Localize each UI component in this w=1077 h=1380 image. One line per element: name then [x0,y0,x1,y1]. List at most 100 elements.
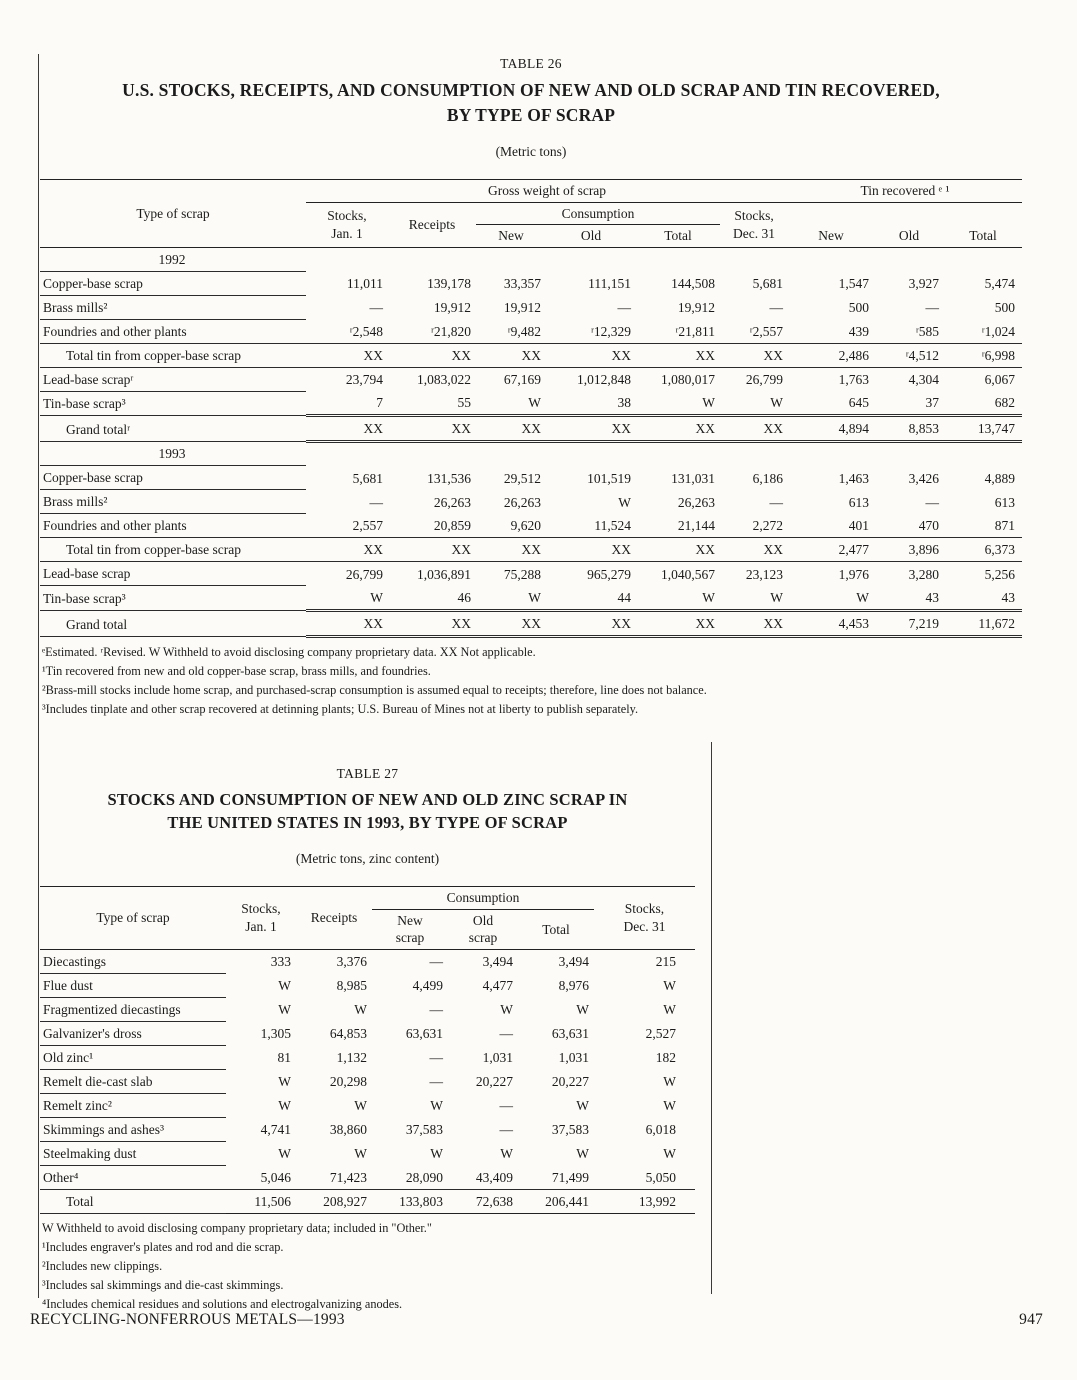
value-cell: 1,040,567 [661,566,715,582]
value-cell: XX [546,610,636,638]
value-cell: W [576,1098,589,1114]
table-row: Galvanizer's dross 1,305 64,853 63,631 — 63,6… [40,1021,695,1046]
value-cell: — [499,1026,514,1042]
value-cell: XX [720,537,789,563]
value-cell: 1,031 [482,1050,513,1066]
value-cell: W [576,1002,589,1018]
page-number: 947 [1019,1311,1043,1328]
value-cell: 3,896 [874,537,945,563]
empty-cell [788,247,874,271]
value-cell: 500 [848,300,870,316]
table-row: Grand totalʳ XX XX XX XX XX XX 4,894 8,853 13,747 [40,415,1023,444]
value-cell: 1,031 [558,1050,589,1066]
col-header-consumption-new: New [476,224,546,248]
value-cell: 11,506 [254,1193,291,1209]
row-label: Brass mills² [40,489,306,515]
value-cell: XX [636,610,720,638]
row-label: Foundries and other plants [40,513,306,539]
value-cell: 11,672 [944,610,1023,638]
year-row: 1993 [40,441,1022,467]
value-cell: 101,519 [587,470,631,486]
row-label: Total tin from copper-base scrap [40,343,306,368]
empty-cell [720,247,788,271]
value-cell: 965,279 [587,566,631,582]
header-row-sub: New scrap Old scrap Total [40,909,695,950]
value-cell: 2,527 [645,1026,676,1042]
value-cell: — [769,300,784,316]
empty-cell [546,442,636,466]
column-divider-rule [711,742,712,1294]
value-cell: 20,227 [475,1074,513,1090]
value-cell: XX [720,610,789,638]
value-cell: 4,894 [788,415,875,444]
value-cell: W [720,391,789,418]
value-cell: W [576,1146,589,1162]
value-cell: 23,123 [745,566,784,582]
value-cell: ʳ2,548 [306,319,388,344]
value-cell: — [429,1074,444,1090]
value-cell: 43 [874,585,945,612]
value-cell: W [306,585,388,612]
value-cell: XX [476,537,546,563]
value-cell: 5,046 [226,1165,296,1190]
empty-cell [476,442,546,466]
footnote: ¹Includes engraver's plates and rod and … [42,1239,284,1254]
value-cell: 26,263 [503,494,541,510]
row-label: Copper-base scrap [40,271,306,296]
col-header-new-scrap: New scrap [372,909,448,950]
footnote: ²Brass-mill stocks include home scrap, a… [42,682,707,697]
value-cell: 8,853 [874,415,945,444]
value-cell: 63,631 [405,1026,443,1042]
value-cell: XX [720,343,789,368]
table26-body: 1992 Copper-base scrap 11,011 139,178 33,357… [40,247,1023,638]
value-cell: W [636,585,720,612]
value-cell: 19,912 [677,300,715,316]
page-left-border [38,54,39,1298]
row-label: Galvanizer's dross [40,1021,226,1046]
value-cell: 3,927 [908,276,940,292]
value-cell: 55 [388,391,476,418]
col-header-tin-new: New [788,224,875,248]
value-cell: 11,524 [546,513,636,539]
table-row: Total tin from copper-base scrap XX XX XX XX… [40,343,1023,368]
row-label: Tin-base scrap³ [40,391,306,417]
value-cell: XX [476,415,546,444]
value-cell: 71,499 [518,1165,594,1190]
row-label: Old zinc¹ [40,1045,226,1070]
table-row: Lead-base scrapʳ 23,794 1,083,022 67,169 1,0… [40,367,1022,392]
table27-section: TABLE 27 STOCKS AND CONSUMPTION OF NEW A… [40,766,695,1314]
value-cell: 8,976 [558,978,589,994]
row-label: Skimmings and ashes³ [40,1117,226,1142]
value-cell: 38,860 [329,1122,367,1138]
value-cell: — [925,300,940,316]
col-header-stocks-jan-1: Stocks, Jan. 1 [226,886,296,950]
value-cell: 1,132 [336,1050,367,1066]
table-row: Old zinc¹ 81 1,132 — 1,031 1,031 182 [40,1045,695,1070]
value-cell: 208,927 [323,1193,367,1209]
value-cell: 1,463 [838,470,870,486]
value-cell: W [663,1074,676,1090]
row-label: Steelmaking dust [40,1141,226,1166]
value-cell: XX [476,610,546,638]
row-label: Tin-base scrap³ [40,585,306,611]
value-cell: 2,477 [788,537,875,563]
value-cell: 131,031 [671,470,715,486]
value-cell: 401 [788,513,875,539]
col-header-receipts: Receipts [296,886,372,950]
value-cell: W [720,585,789,612]
value-cell: W [500,1002,513,1018]
header-spacer [788,202,1022,225]
row-label: Flue dust [40,973,226,998]
value-cell: — [925,494,940,510]
value-cell: 33,357 [503,276,541,292]
table-row: Lead-base scrap 26,799 1,036,891 75,288 965,… [40,561,1022,587]
value-cell: 133,803 [399,1193,443,1209]
table26-header: Type of scrap Gross weight of scrap Tin … [40,179,1023,248]
value-cell: ʳ6,998 [944,343,1023,368]
empty-cell [388,247,476,271]
value-cell: ʳ4,512 [874,343,945,368]
row-label: Lead-base scrap [40,561,306,587]
row-label: Brass mills² [40,295,306,320]
value-cell: 111,151 [588,276,631,292]
value-cell: — [429,1050,444,1066]
